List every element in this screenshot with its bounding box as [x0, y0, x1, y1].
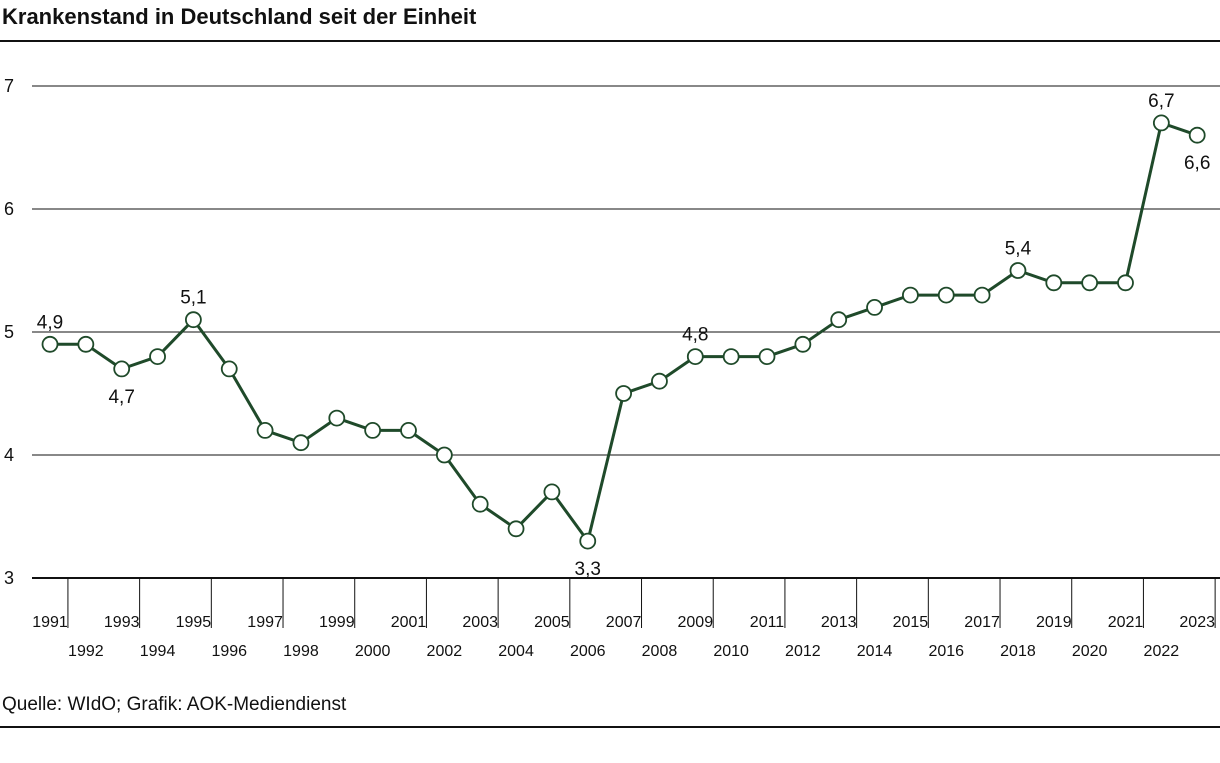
x-tick-label: 1994: [140, 643, 176, 660]
data-label: 3,3: [575, 559, 601, 580]
y-tick-label: 5: [4, 322, 14, 342]
data-point: [794, 335, 812, 353]
bottom-rule: [0, 726, 1220, 728]
data-point: [866, 298, 883, 316]
x-tick-label: 2019: [1036, 614, 1072, 631]
x-tick-label: 2007: [606, 614, 642, 631]
x-tick-label: 1997: [247, 614, 283, 631]
y-tick-label: 3: [4, 568, 14, 588]
y-tick-label: 4: [4, 445, 14, 465]
data-point: [184, 311, 202, 329]
data-point: [902, 286, 919, 304]
data-point: [579, 532, 597, 550]
x-tick-label: 1999: [319, 614, 355, 631]
data-point: [615, 385, 632, 402]
data-point: [364, 421, 382, 439]
data-point: [149, 348, 166, 366]
data-point: [1188, 126, 1206, 144]
top-rule: [0, 40, 1220, 42]
x-tick-label: 2012: [785, 643, 821, 660]
x-tick-label: 2010: [713, 643, 749, 660]
data-point: [256, 421, 274, 439]
x-tick-label: 2020: [1072, 643, 1108, 660]
data-point: [113, 360, 131, 378]
data-label: 4,9: [37, 312, 63, 333]
x-tick-label: 2006: [570, 643, 606, 660]
x-tick-label: 2014: [857, 643, 893, 660]
data-label: 4,7: [108, 387, 134, 408]
y-tick-label: 6: [4, 199, 14, 219]
data-point: [722, 348, 740, 366]
data-point: [651, 372, 668, 390]
data-point: [758, 348, 776, 366]
x-tick-label: 1991: [32, 614, 68, 631]
data-point: [543, 483, 561, 501]
data-label: 4,8: [682, 325, 708, 346]
x-tick-label: 2018: [1000, 643, 1036, 660]
data-point: [507, 520, 525, 538]
x-tick-label: 2015: [893, 614, 929, 631]
data-point: [1009, 262, 1027, 279]
data-label: 6,6: [1184, 153, 1210, 174]
x-tick-label: 2008: [642, 643, 678, 660]
data-point: [973, 286, 991, 304]
x-tick-label: 1996: [211, 643, 247, 660]
x-tick-label: 2003: [462, 614, 498, 631]
x-tick-label: 2023: [1179, 614, 1215, 631]
data-point: [400, 421, 417, 439]
x-tick-label: 2022: [1144, 643, 1180, 660]
data-point: [1117, 274, 1134, 292]
x-tick-label: 1998: [283, 643, 319, 660]
x-tick-label: 1995: [176, 614, 212, 631]
data-point: [220, 360, 238, 378]
data-label: 5,4: [1005, 239, 1032, 260]
x-tick-label: 1992: [68, 643, 104, 660]
y-tick-label: 7: [4, 76, 14, 96]
data-point: [435, 446, 453, 464]
data-point: [937, 286, 955, 304]
data-point: [328, 409, 346, 427]
x-tick-label: 2016: [928, 643, 964, 660]
data-label: 5,1: [180, 288, 206, 309]
data-point: [830, 311, 848, 329]
data-point: [1081, 274, 1099, 292]
x-tick-label: 2000: [355, 643, 391, 660]
data-label: 6,7: [1148, 91, 1174, 112]
x-tick-label: 1993: [104, 614, 140, 631]
x-tick-label: 2002: [427, 643, 463, 660]
source-note: Quelle: WIdO; Grafik: AOK-Mediendienst: [2, 694, 347, 715]
x-tick-label: 2021: [1108, 614, 1144, 631]
x-tick-label: 2005: [534, 614, 570, 631]
x-tick-label: 2004: [498, 643, 534, 660]
x-tick-label: 2013: [821, 614, 857, 631]
x-tick-label: 2017: [964, 614, 1000, 631]
x-tick-label: 2001: [391, 614, 427, 631]
data-point: [292, 434, 310, 452]
data-point: [77, 335, 95, 353]
data-point: [686, 348, 704, 366]
data-point: [471, 495, 489, 513]
data-point: [1152, 114, 1170, 132]
chart-title: Krankenstand in Deutschland seit der Ein…: [2, 4, 477, 29]
data-point: [1045, 274, 1063, 292]
x-tick-label: 2009: [678, 614, 714, 631]
x-tick-label: 2011: [750, 614, 785, 631]
data-point: [41, 335, 59, 353]
